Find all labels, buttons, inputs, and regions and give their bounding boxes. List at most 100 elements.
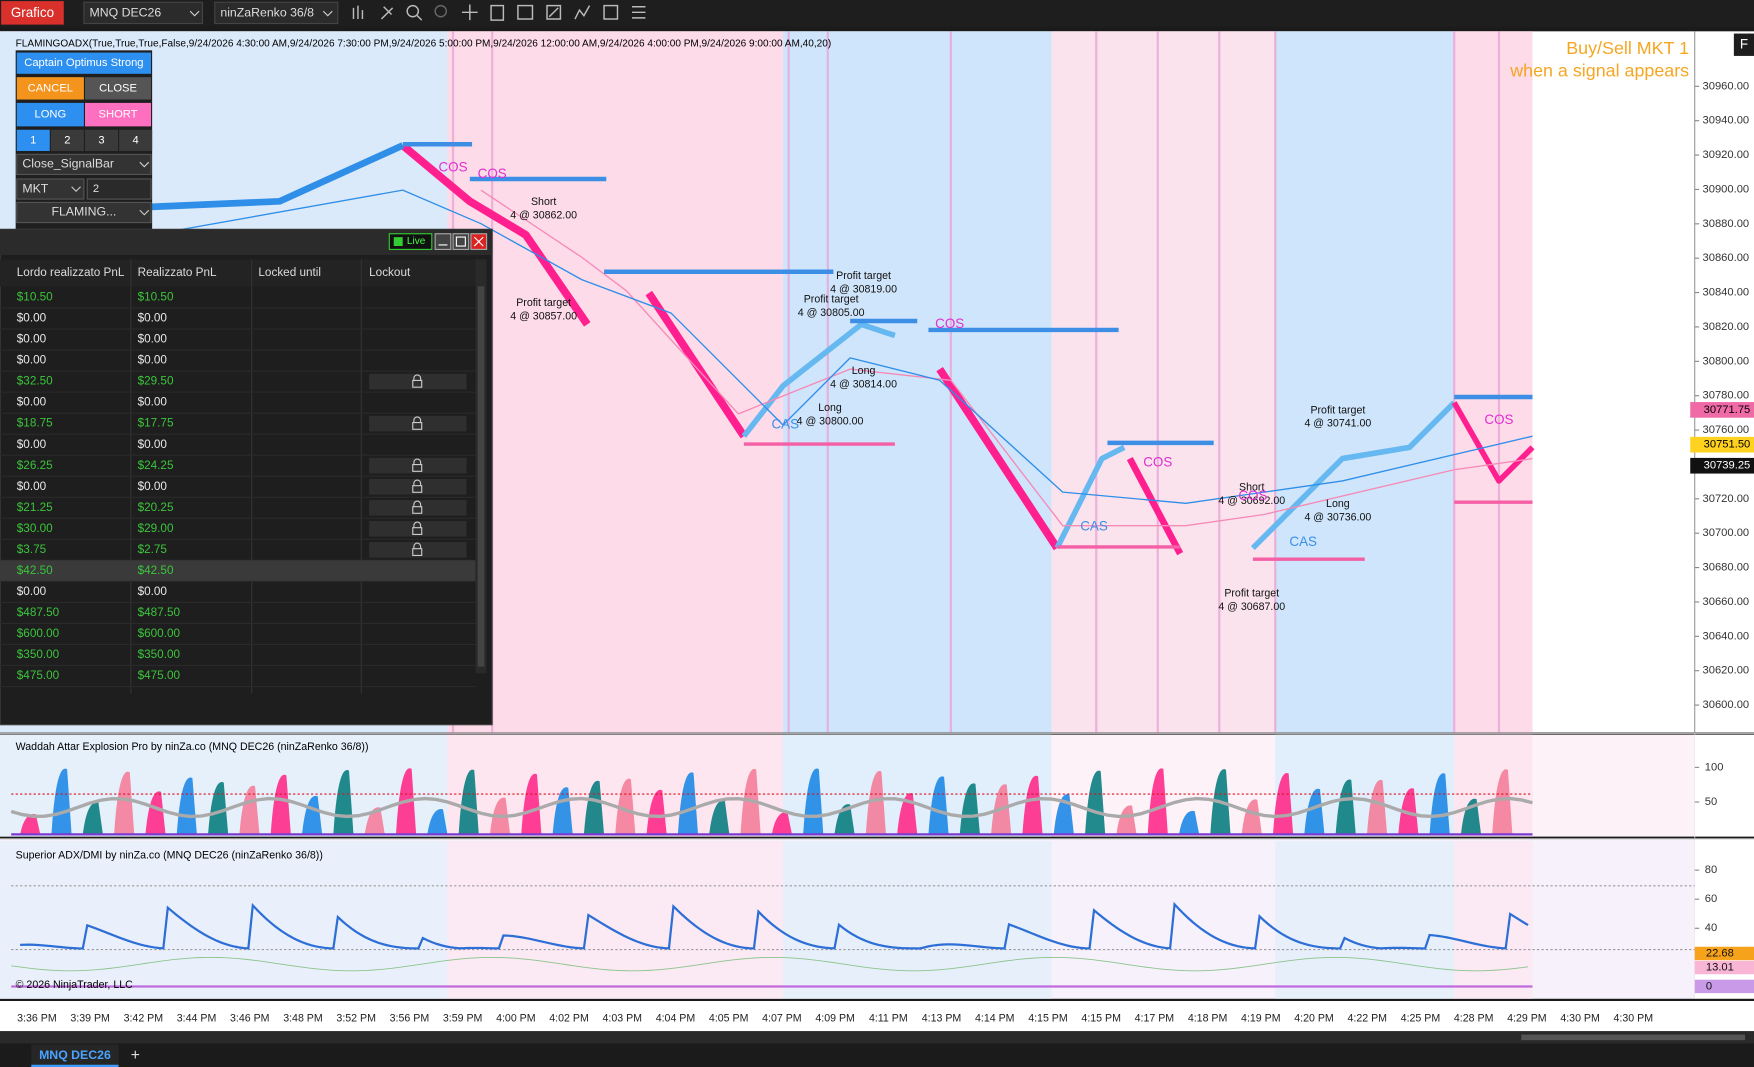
net-pnl: $0.00 — [138, 312, 168, 325]
trade-detail: 4 @ 30687.00 — [1218, 601, 1285, 613]
trade-action: Profit target — [1224, 588, 1279, 600]
instrument-box[interactable] — [83, 1, 204, 25]
button[interactable] — [16, 102, 84, 127]
lock-icon[interactable] — [412, 521, 423, 535]
instrument-label[interactable]: MNQ DEC26 — [89, 6, 161, 20]
bar-type-label[interactable]: ninZaRenko 36/8 — [220, 6, 314, 20]
column-header[interactable]: Lordo realizzato PnL — [17, 266, 125, 279]
lock-icon[interactable] — [412, 458, 423, 472]
selected-row — [0, 560, 476, 582]
spinner-value[interactable]: 2 — [93, 183, 99, 195]
button[interactable] — [16, 77, 84, 100]
button[interactable] — [119, 129, 153, 151]
time-label: 4:13 PM — [922, 1013, 962, 1025]
lock-cell[interactable] — [369, 457, 467, 474]
adx-tag-label: 13.01 — [1706, 961, 1734, 973]
net-pnl: $0.00 — [138, 480, 168, 493]
wae-hump — [928, 776, 949, 835]
app-button[interactable] — [1, 1, 64, 25]
price-tick-label: 30640.00 — [1703, 630, 1750, 642]
lock-icon[interactable] — [412, 374, 423, 388]
dropdown-label[interactable]: FLAMING... — [51, 205, 116, 219]
trade-detail: 4 @ 30736.00 — [1304, 512, 1371, 524]
tab[interactable] — [31, 1044, 119, 1067]
lock-cell[interactable] — [369, 542, 467, 558]
wae-hump — [208, 782, 229, 835]
button-label[interactable]: LONG — [35, 109, 67, 121]
net-pnl: $475.00 — [138, 669, 181, 682]
add-tab[interactable]: + — [131, 1047, 140, 1064]
gross-pnl: $0.00 — [17, 333, 47, 346]
bar-type-box[interactable] — [214, 1, 339, 25]
spinner[interactable] — [86, 178, 152, 200]
price-sketch — [150, 142, 1535, 561]
corner-button-label[interactable]: F — [1740, 36, 1748, 51]
button-label[interactable]: SHORT — [99, 109, 138, 121]
wae-hump — [709, 800, 730, 835]
button-label[interactable]: 2 — [64, 134, 70, 146]
dropdown[interactable] — [16, 153, 152, 176]
time-label: 4:22 PM — [1347, 1013, 1387, 1025]
wae-hump — [1460, 798, 1482, 835]
wae-hump — [82, 802, 103, 835]
lock-cell[interactable] — [369, 415, 467, 432]
lock-cell[interactable] — [369, 520, 467, 537]
time-axis-bg — [0, 1001, 1754, 1032]
button-label[interactable]: Captain Optimus Strong — [24, 57, 143, 69]
adx-title: Superior ADX/DMI by ninZa.co (MNQ DEC26 … — [16, 849, 323, 861]
lock-icon[interactable] — [412, 500, 423, 514]
corner-button[interactable] — [1733, 33, 1754, 56]
button[interactable] — [85, 102, 152, 127]
trade-action: Profit target — [804, 294, 859, 306]
column-header[interactable]: Locked until — [258, 266, 321, 279]
lock-cell[interactable] — [369, 499, 467, 516]
price-tick-label: 30820.00 — [1703, 321, 1750, 333]
button-label[interactable]: 3 — [98, 134, 104, 146]
time-label: 4:30 PM — [1614, 1013, 1654, 1025]
dropdown[interactable] — [16, 201, 152, 224]
button-label[interactable]: CANCEL — [28, 82, 73, 94]
window-button[interactable] — [452, 233, 470, 250]
scrollbar[interactable] — [0, 1031, 1754, 1044]
band — [783, 841, 1052, 999]
price-tick-label: 30860.00 — [1703, 252, 1750, 264]
price-tick-label: 30660.00 — [1703, 596, 1750, 608]
trade-action: Long — [852, 365, 876, 377]
app-button-label[interactable]: Grafico — [11, 5, 54, 20]
gross-pnl: $0.00 — [17, 480, 47, 493]
pnl-scroll-thumb[interactable] — [477, 286, 485, 667]
column-header[interactable]: Realizzato PnL — [138, 266, 217, 279]
wae-hump — [20, 814, 41, 835]
dropdown-label[interactable]: MKT — [22, 181, 48, 195]
button[interactable] — [85, 77, 152, 100]
live-icon — [393, 237, 403, 247]
lock-cell[interactable] — [369, 478, 467, 495]
lock-cell[interactable] — [369, 373, 467, 390]
column-header[interactable]: Lockout — [369, 266, 411, 279]
net-pnl: $0.00 — [138, 354, 168, 367]
button-label[interactable]: 1 — [30, 134, 36, 146]
dropdown-label[interactable]: Close_SignalBar — [22, 157, 114, 171]
price-tick-label: 30680.00 — [1703, 562, 1750, 574]
overlays: Captain Optimus Strong CANCEL CLOSE LONG SHO… — [0, 50, 493, 726]
lock-icon[interactable] — [412, 542, 423, 556]
button[interactable] — [16, 52, 152, 74]
button[interactable] — [50, 129, 84, 151]
lock-icon[interactable] — [412, 479, 423, 493]
button-label[interactable]: 4 — [133, 134, 139, 146]
net-pnl: $29.00 — [138, 522, 174, 535]
button[interactable] — [16, 129, 50, 151]
price-tag-label: 30751.50 — [1704, 439, 1751, 451]
window-button[interactable] — [434, 233, 452, 250]
tab-label[interactable]: MNQ DEC26 — [39, 1048, 111, 1062]
scroll-thumb[interactable] — [1521, 1034, 1746, 1041]
price-tag-label: 30771.75 — [1704, 404, 1751, 416]
button-label[interactable]: CLOSE — [99, 82, 137, 94]
button[interactable] — [85, 129, 119, 151]
band — [447, 841, 784, 999]
lock-icon[interactable] — [412, 416, 423, 430]
dropdown[interactable] — [16, 178, 85, 200]
net-pnl: $10.50 — [138, 291, 174, 304]
caret — [139, 209, 150, 216]
